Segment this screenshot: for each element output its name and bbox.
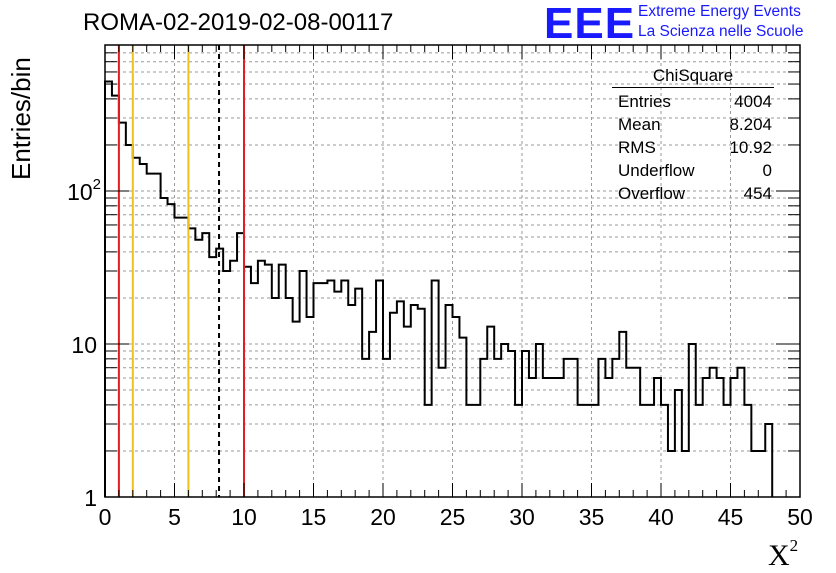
eee-logo: EEE — [544, 0, 636, 48]
stats-label: RMS — [618, 138, 656, 157]
logo-line-1: Extreme Energy Events — [638, 3, 801, 20]
grid-lines — [104, 44, 801, 498]
x-axis-label: X2 — [768, 536, 798, 573]
stats-value: 4004 — [734, 92, 772, 111]
y-tick-label: 1 — [84, 485, 97, 511]
histogram-outline — [104, 80, 774, 497]
stats-label: Overflow — [618, 184, 686, 203]
reference-lines — [117, 45, 245, 497]
x-tick-label: 25 — [440, 504, 466, 530]
x-tick-label: 20 — [370, 504, 396, 530]
stats-value: 8.204 — [729, 115, 772, 134]
stats-value: 0 — [762, 161, 772, 180]
histogram-series — [104, 80, 774, 497]
x-tick-label: 45 — [718, 504, 744, 530]
x-axis-label-base: X — [768, 539, 790, 572]
stats-box: ChiSquare Entries 4004 Mean 8.204 RMS 10.92… — [608, 66, 778, 205]
x-tick-label: 35 — [579, 504, 605, 530]
x-tick-label: 0 — [99, 504, 112, 530]
axes: 0 5 10 15 20 25 30 35 40 45 50 1 10 102 — [67, 44, 813, 530]
y-tick-label: 10 — [71, 332, 97, 358]
x-tick-label: 50 — [787, 504, 813, 530]
stats-value: 10.92 — [729, 138, 772, 157]
y-axis-label: Entries/bin — [6, 57, 36, 180]
stats-label: Mean — [618, 115, 661, 134]
stats-title: ChiSquare — [612, 66, 774, 88]
stats-row-mean: Mean 8.204 — [608, 113, 778, 136]
x-tick-label: 10 — [231, 504, 257, 530]
stats-label: Underflow — [618, 161, 695, 180]
x-tick-label: 30 — [509, 504, 535, 530]
stats-label: Entries — [618, 92, 671, 111]
stats-row-entries: Entries 4004 — [608, 90, 778, 113]
x-tick-label: 5 — [168, 504, 181, 530]
stats-row-overflow: Overflow 454 — [608, 182, 778, 205]
stats-row-rms: RMS 10.92 — [608, 136, 778, 159]
x-axis-label-superscript: 2 — [789, 536, 799, 555]
stats-row-underflow: Underflow 0 — [608, 159, 778, 182]
x-tick-label: 40 — [648, 504, 674, 530]
y-tick-label: 102 — [67, 176, 101, 205]
chart-title: ROMA-02-2019-02-08-00117 — [83, 9, 394, 36]
stats-value: 454 — [743, 184, 772, 203]
x-tick-label: 15 — [301, 504, 327, 530]
logo-line-2: La Scienza nelle Scuole — [638, 23, 804, 40]
